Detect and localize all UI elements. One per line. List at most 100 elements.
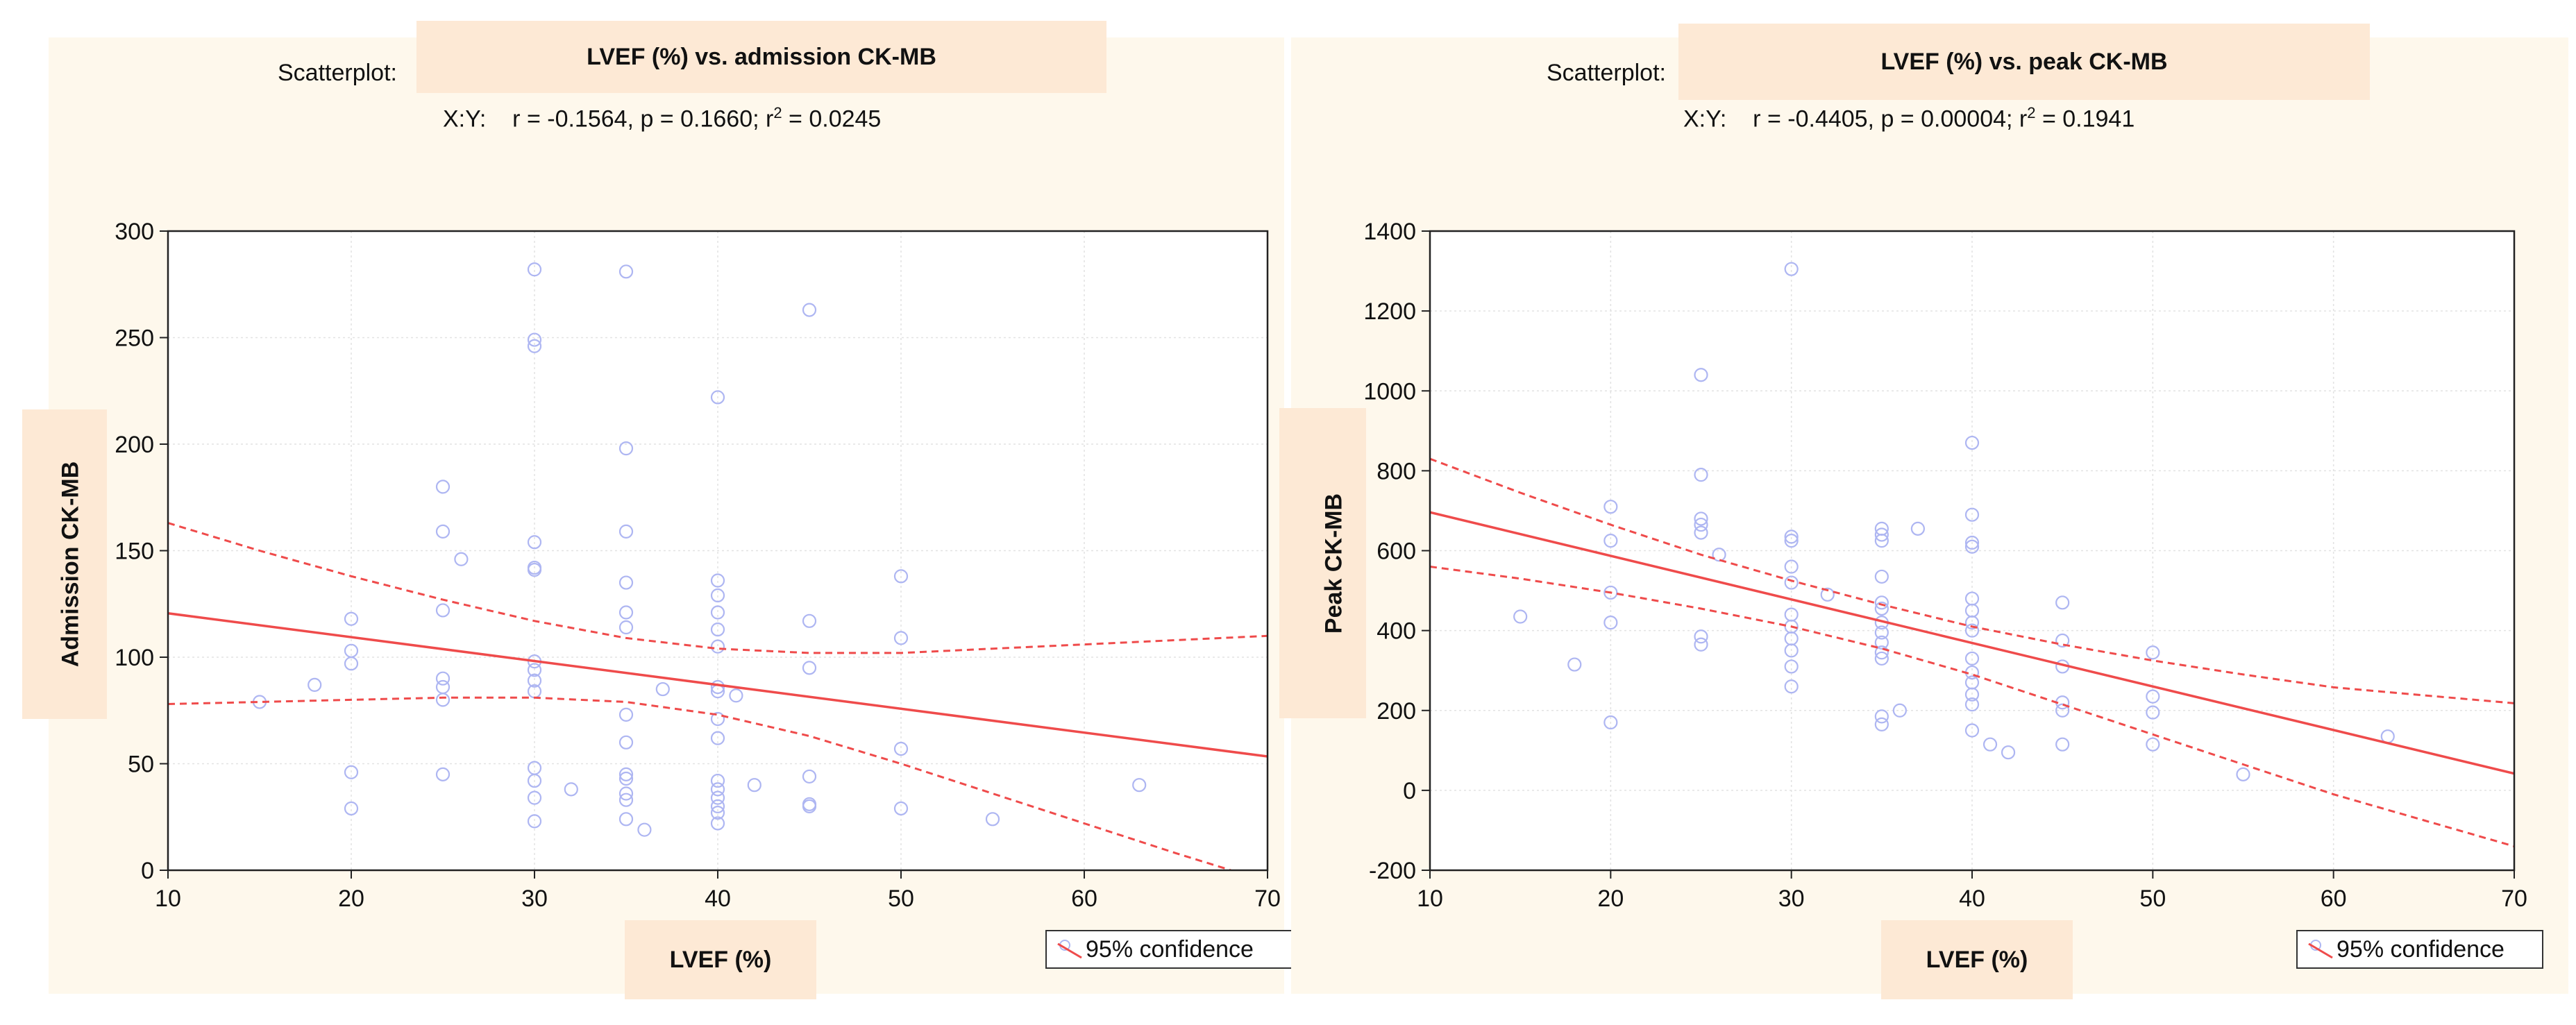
- scatterplot-label: Scatterplot:: [278, 60, 397, 86]
- chart-title: LVEF (%) vs. admission CK-MB: [587, 43, 936, 70]
- data-point: [1964, 687, 1980, 702]
- data-point: [2146, 645, 2160, 660]
- data-point: [655, 681, 670, 697]
- legend-admission: 95% confidence: [1045, 930, 1293, 969]
- data-point: [618, 620, 634, 635]
- data-point: [618, 605, 634, 620]
- data-point: [893, 741, 909, 756]
- data-point: [1964, 507, 1980, 522]
- data-point: [1874, 601, 1889, 616]
- stats-r2: = 0.1941: [2042, 105, 2135, 133]
- legend-label: 95% confidence: [1086, 935, 1254, 963]
- data-point: [1874, 625, 1889, 640]
- data-point: [1874, 527, 1889, 542]
- chart-title: LVEF (%) vs. peak CK-MB: [1880, 48, 2168, 75]
- data-point: [2055, 595, 2070, 610]
- legend-peak: 95% confidence: [2296, 930, 2543, 969]
- x-tick-label: 40: [1959, 886, 1985, 912]
- data-point: [710, 605, 725, 620]
- data-point: [1784, 643, 1799, 658]
- data-point: [710, 390, 725, 405]
- data-point: [1784, 679, 1799, 694]
- y-tick-label: 0: [141, 858, 154, 884]
- y-tick-label: 200: [1377, 698, 1416, 725]
- data-point: [1964, 616, 1980, 630]
- data-point: [618, 786, 634, 801]
- data-point: [729, 688, 743, 703]
- x-tick-label: 50: [888, 886, 914, 912]
- data-point: [308, 677, 322, 693]
- data-point: [2146, 705, 2160, 720]
- data-point: [710, 622, 725, 637]
- data-point: [344, 765, 359, 779]
- ci-upper-line: [168, 522, 1268, 654]
- data-point: [710, 731, 725, 745]
- data-point: [527, 673, 542, 688]
- y-tick-label: 150: [115, 539, 154, 565]
- data-point: [747, 778, 761, 793]
- data-point: [1874, 569, 1889, 584]
- data-point: [1964, 539, 1980, 554]
- data-point: [2055, 703, 2070, 718]
- data-point: [618, 441, 634, 456]
- data-point: [1132, 778, 1147, 793]
- data-point: [710, 816, 725, 831]
- data-point: [527, 262, 542, 277]
- x-label-box-peak: LVEF (%): [1881, 920, 2073, 999]
- data-point: [1784, 575, 1799, 590]
- x-tick-label: 30: [1778, 886, 1805, 912]
- y-tick-label: -200: [1369, 858, 1416, 884]
- scatter-chart-admission: 10 20 30 40 50 60 70 0 50 100 150 200 250 300: [115, 219, 1281, 912]
- x-label-box-admission: LVEF (%): [625, 920, 816, 999]
- legend-line-icon: [1057, 940, 1082, 959]
- data-point: [344, 611, 359, 626]
- stats-superscript: 2: [2027, 104, 2036, 121]
- data-point: [1910, 521, 1925, 536]
- y-label-box-admission: [22, 409, 107, 719]
- data-point: [527, 814, 542, 829]
- data-point: [1784, 559, 1799, 574]
- data-point: [985, 812, 1000, 827]
- y-tick-label: 200: [115, 432, 154, 458]
- stats-r2: = 0.0245: [789, 105, 882, 133]
- data-point: [618, 524, 634, 539]
- y-label-box-peak: [1279, 408, 1366, 718]
- data-point: [435, 671, 451, 686]
- data-point: [344, 801, 359, 816]
- data-point: [1874, 717, 1889, 731]
- data-point: [435, 693, 451, 707]
- data-point: [527, 339, 542, 353]
- y-tick-label: 1200: [1363, 298, 1416, 325]
- y-tick-label: 250: [115, 325, 154, 352]
- x-tick-label: 10: [1417, 886, 1443, 912]
- x-tick-label: 20: [338, 886, 364, 912]
- data-point: [893, 631, 909, 645]
- stats-prefix: X:Y:: [1683, 105, 1727, 133]
- x-axis-label: LVEF (%): [669, 946, 772, 973]
- data-point: [1964, 651, 1980, 666]
- data-point: [710, 711, 725, 727]
- stats-text: X:Y: r = -0.1564, p = 0.1660; r2 = 0.024…: [443, 104, 881, 133]
- stats-r: r = -0.1564, p = 0.1660; r: [512, 105, 774, 133]
- data-point: [1892, 703, 1907, 718]
- x-tick-label: 60: [1071, 886, 1097, 912]
- data-point: [1874, 651, 1889, 666]
- data-point: [893, 569, 909, 584]
- data-point: [618, 812, 634, 827]
- x-tick-label: 70: [2501, 886, 2527, 912]
- data-point: [1694, 637, 1708, 652]
- regression-line: [1430, 511, 2514, 775]
- data-point: [1603, 715, 1618, 730]
- data-point: [710, 588, 725, 603]
- data-point: [1874, 534, 1889, 548]
- data-point: [710, 573, 725, 588]
- data-point: [1603, 616, 1618, 630]
- data-point: [710, 790, 725, 805]
- data-point: [710, 806, 725, 820]
- data-point: [2236, 767, 2250, 781]
- x-axis-label: LVEF (%): [1926, 946, 2028, 973]
- data-point: [527, 663, 542, 677]
- data-point: [1694, 629, 1708, 644]
- y-tick-label: 0: [1403, 778, 1416, 804]
- data-point: [802, 799, 817, 814]
